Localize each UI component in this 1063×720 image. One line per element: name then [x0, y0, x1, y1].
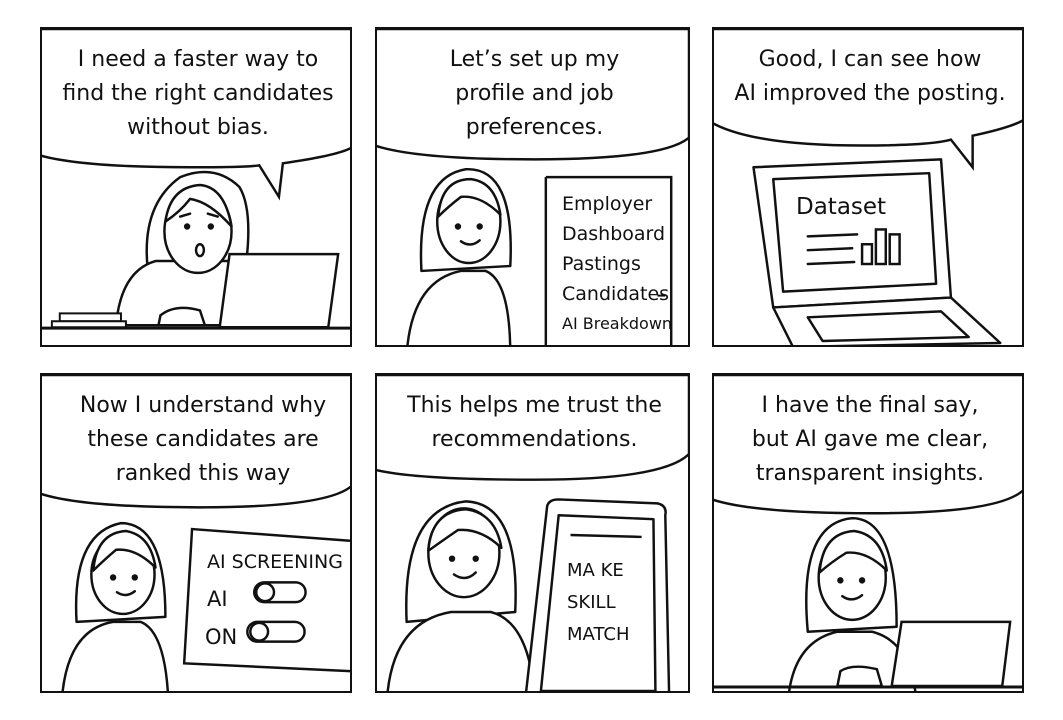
panel-5-illustration	[377, 375, 688, 691]
menu-item-pastings: Pastings	[562, 253, 641, 275]
speech-bubble-text: Let’s set up my profile and job preferen…	[449, 47, 620, 140]
menu-item-ai-breakdown: AI Breakdown	[562, 314, 673, 333]
speech-bubble-text: Now I understand why these candidates ar…	[79, 393, 327, 486]
panel-2-illustration	[377, 29, 688, 345]
panel-1-illustration	[42, 29, 350, 330]
phone-text-line-3: MATCH	[567, 624, 630, 645]
comic-panel-5: This helps me trust the recommendations.…	[375, 373, 690, 693]
comic-panel-3: Good, I can see how AI improved the post…	[712, 27, 1024, 347]
speech-bubble-text: I have the final say, but AI gave me cle…	[751, 393, 989, 486]
speech-bubble-text: This helps me trust the recommendations.	[407, 393, 662, 452]
phone-text-line-2: SKILL	[567, 592, 616, 613]
dashboard-menu-sign: Employer Dashboard Pastings Candidates A…	[562, 189, 688, 339]
laptop-screen-title: Dataset	[796, 194, 887, 220]
menu-item-candidates: Candidates	[562, 283, 670, 305]
comic-panel-1: I need a faster way to find the right ca…	[40, 27, 352, 347]
phone-screen: MA KE SKILL MATCH	[567, 555, 647, 651]
panel-3-illustration	[714, 29, 1022, 345]
menu-item-dashboard: Dashboard	[562, 223, 666, 245]
toggle-on-label: ON	[205, 625, 238, 649]
panel-4-illustration	[42, 375, 350, 691]
comic-panel-4: Now I understand why these candidates ar…	[40, 373, 352, 693]
speech-bubble-text: Good, I can see how AI improved the post…	[734, 47, 1006, 106]
panel-6-illustration	[714, 375, 1022, 691]
ai-screening-title: AI SCREENING	[207, 551, 343, 573]
phone-text-line-1: MA KE	[567, 560, 624, 581]
speech-bubble-text: I need a faster way to find the right ca…	[62, 47, 334, 140]
comic-panel-2: Let’s set up my profile and job preferen…	[375, 27, 690, 347]
menu-item-employer: Employer	[562, 193, 653, 215]
comic-panel-6: I have the final say, but AI gave me cle…	[712, 373, 1024, 693]
toggle-ai-label: AI	[207, 587, 228, 611]
